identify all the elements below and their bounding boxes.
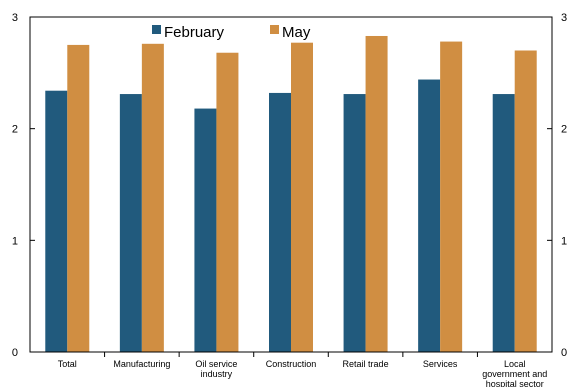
- bar-may-3: [291, 42, 313, 352]
- x-tick-label-3-0: Construction: [266, 359, 317, 369]
- y-tick-label-0: 0: [12, 347, 18, 359]
- bar-february-2: [194, 108, 217, 352]
- x-tick-label-5-0: Services: [423, 359, 458, 369]
- y-tick-label-2: 2: [12, 124, 18, 136]
- x-tick-label-2-1: industry: [201, 369, 233, 379]
- legend-swatch-may: [270, 25, 279, 34]
- x-tick-label-6-2: hospital sector: [486, 379, 544, 387]
- bar-may-4: [365, 35, 388, 352]
- x-tick-label-2-0: Oil service: [195, 359, 237, 369]
- y-tick-label-1: 1: [12, 235, 18, 247]
- bar-may-5: [440, 41, 463, 353]
- bar-february-4: [343, 94, 366, 353]
- bars-layer: [45, 35, 537, 353]
- legend-label-february: February: [164, 24, 225, 41]
- legend-swatch-february: [152, 25, 161, 34]
- bar-february-1: [119, 94, 142, 353]
- bar-february-3: [269, 92, 291, 352]
- plot-frame: [29, 16, 553, 353]
- bar-may-1: [141, 43, 164, 353]
- bar-february-6: [492, 94, 515, 353]
- bar-february-5: [418, 79, 441, 353]
- bar-february-0: [45, 90, 68, 352]
- x-tick-label-4-0: Retail trade: [343, 359, 389, 369]
- right-y-tick-label-3: 3: [561, 12, 567, 24]
- legend: February May: [152, 24, 311, 41]
- bar-may-6: [514, 50, 537, 352]
- x-tick-label-6-1: government and: [482, 369, 547, 379]
- bar-may-2: [216, 52, 239, 352]
- x-tick-label-1-0: Manufacturing: [113, 359, 170, 369]
- bar-may-0: [67, 44, 90, 353]
- y-tick-label-3: 3: [12, 12, 18, 24]
- right-y-tick-label-0: 0: [561, 347, 567, 359]
- axes-layer: [30, 16, 552, 357]
- legend-label-may: May: [282, 24, 311, 41]
- right-y-tick-label-2: 2: [561, 124, 567, 136]
- x-tick-label-6-0: Local: [504, 359, 526, 369]
- right-y-tick-label-1: 1: [561, 235, 567, 247]
- x-tick-label-0-0: Total: [58, 359, 77, 369]
